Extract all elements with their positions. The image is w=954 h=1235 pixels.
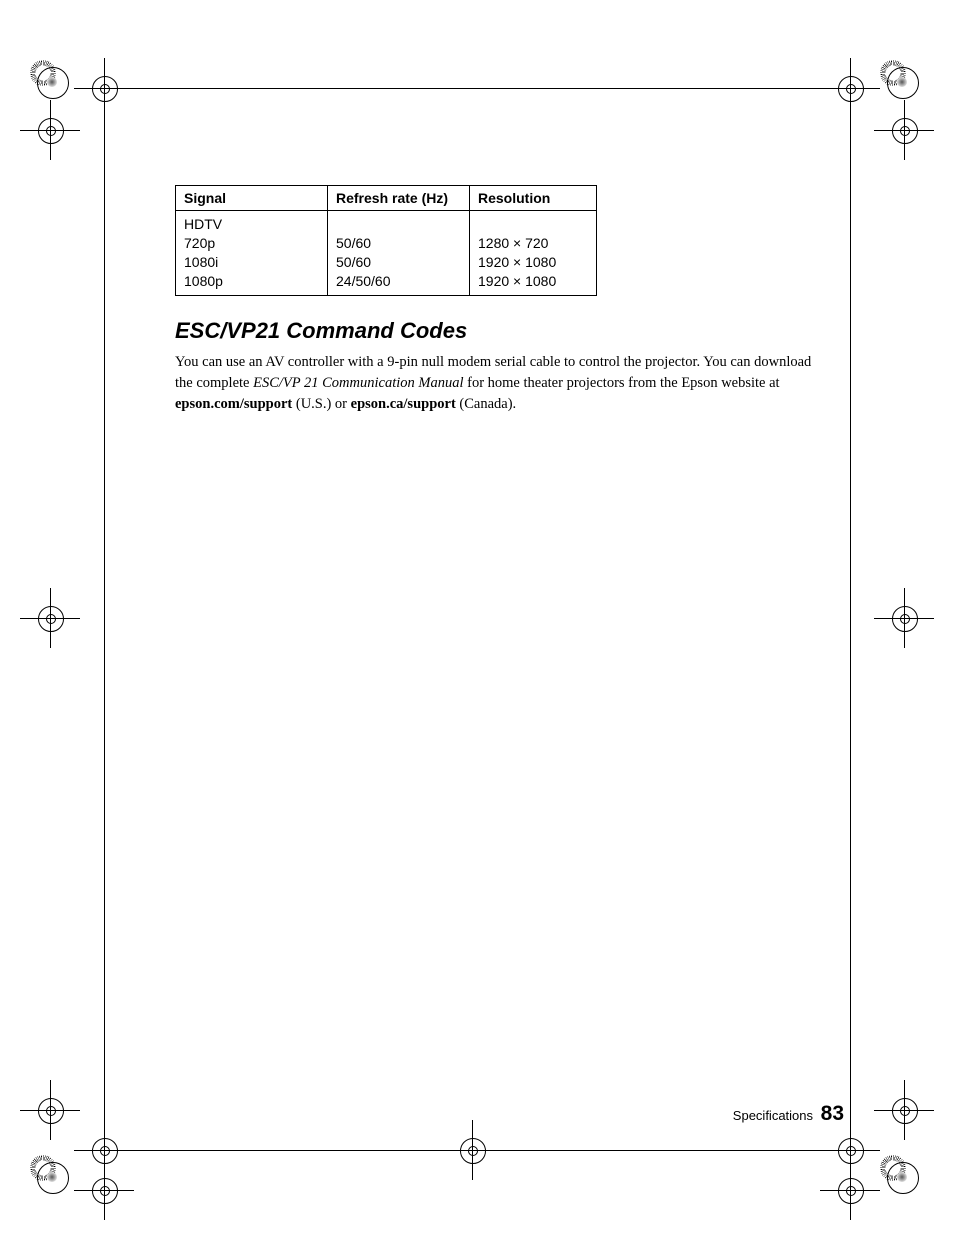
crosshair-icon [874, 1080, 934, 1140]
cell-text [336, 215, 461, 234]
registration-mark-icon [30, 60, 74, 104]
page-number: 83 [821, 1102, 844, 1125]
paragraph-text: (Canada). [456, 396, 516, 412]
table-row: HDTV 720p 1080i 1080p 50/60 50/60 24/50/… [176, 211, 597, 296]
crosshair-icon [820, 1160, 880, 1220]
cell-text: 1920 × 1080 [478, 253, 588, 272]
crosshair-icon [20, 100, 80, 160]
cell-text: 1920 × 1080 [478, 272, 588, 291]
crosshair-icon [20, 1080, 80, 1140]
crosshair-icon [820, 58, 880, 118]
cell-text: 50/60 [336, 253, 461, 272]
body-paragraph: You can use an AV controller with a 9-pi… [175, 352, 815, 415]
paragraph-text: (U.S.) or [292, 396, 350, 412]
cell-text: 1080p [184, 272, 319, 291]
table-header-row: Signal Refresh rate (Hz) Resolution [176, 186, 597, 211]
cell-text: HDTV [184, 215, 319, 234]
page-footer: Specifications 83 [733, 1102, 844, 1126]
crosshair-icon [874, 100, 934, 160]
col-header-refresh: Refresh rate (Hz) [328, 186, 470, 211]
section-heading: ESC/VP21 Command Codes [175, 318, 785, 344]
signal-table: Signal Refresh rate (Hz) Resolution HDTV… [175, 185, 597, 296]
page: Signal Refresh rate (Hz) Resolution HDTV… [0, 0, 954, 1235]
registration-mark-icon [30, 1155, 74, 1199]
cell-text: 24/50/60 [336, 272, 461, 291]
col-header-resolution: Resolution [470, 186, 597, 211]
guide-left [104, 88, 105, 1150]
crosshair-icon [20, 588, 80, 648]
cell-text: 50/60 [336, 234, 461, 253]
guide-right [850, 88, 851, 1150]
guide-top [104, 88, 850, 89]
paragraph-text: for home theater projectors from the Eps… [464, 375, 780, 391]
registration-mark-icon [880, 60, 924, 104]
crosshair-icon [74, 1160, 134, 1220]
crosshair-icon [874, 588, 934, 648]
link-ca: epson.ca/support [351, 396, 456, 412]
footer-section-label: Specifications [733, 1108, 813, 1123]
cell-text: 720p [184, 234, 319, 253]
crosshair-icon [74, 58, 134, 118]
cell-refresh: 50/60 50/60 24/50/60 [328, 211, 470, 296]
cell-signal: HDTV 720p 1080i 1080p [176, 211, 328, 296]
cell-resolution: 1280 × 720 1920 × 1080 1920 × 1080 [470, 211, 597, 296]
content-area: Signal Refresh rate (Hz) Resolution HDTV… [175, 185, 785, 415]
col-header-signal: Signal [176, 186, 328, 211]
cell-text: 1080i [184, 253, 319, 272]
cell-text [478, 215, 588, 234]
link-us: epson.com/support [175, 396, 292, 412]
crosshair-icon [442, 1120, 502, 1180]
manual-title: ESC/VP 21 Communication Manual [253, 375, 463, 391]
registration-mark-icon [880, 1155, 924, 1199]
cell-text: 1280 × 720 [478, 234, 588, 253]
